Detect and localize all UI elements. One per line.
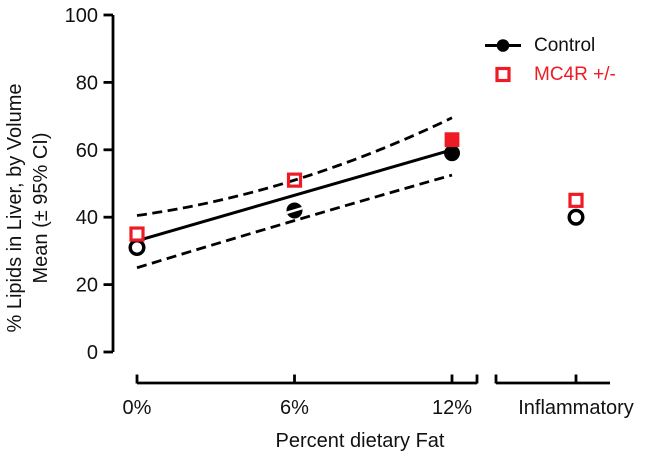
legend-item-control: Control [484,31,616,60]
x-tick-label: 6% [280,397,309,419]
marker-stripe [286,206,303,215]
marker-control-12pct [444,145,460,162]
legend-item-mc4r: MC4R +/- [484,60,616,89]
legend: Control MC4R +/- [484,31,616,89]
marker-mc4r-12pct [444,132,460,148]
marker-mc4r-6pct [286,172,303,188]
ci-lower-curve [136,173,453,270]
y-axis-title: % Lipids in Liver, by Volume Mean (± 95%… [2,23,56,393]
y-tick-label: 80 [76,72,98,94]
y-tick-label: 100 [65,5,98,27]
x-axis-title: Percent dietary Fat [275,430,445,452]
legend-label-control: Control [534,34,596,56]
y-axis-title-line1: % Lipids in Liver, by Volume [4,83,26,333]
marker-control-inflammatory [567,208,585,226]
x-tick-label: Inflammatory [518,397,634,419]
x-tick-label: 12% [432,397,472,419]
y-tick-label: 40 [76,207,98,229]
control-line-circle-icon [485,39,521,52]
ci-upper-curve [136,116,453,217]
marker-mc4r-0pct [129,226,145,242]
y-tick-label: 60 [76,140,98,162]
legend-label-mc4r: MC4R +/- [534,63,616,85]
mc4r-open-square-icon [495,66,511,83]
y-tick-label: 0 [87,342,98,364]
y-axis-title-line2: Mean (± 95% CI) [30,132,52,284]
marker-control-0pct [128,239,146,257]
y-tick-label: 20 [76,275,98,297]
marker-mc4r-inflammatory [568,192,584,208]
regression-line [136,148,453,243]
x-tick-label: 0% [123,397,152,419]
